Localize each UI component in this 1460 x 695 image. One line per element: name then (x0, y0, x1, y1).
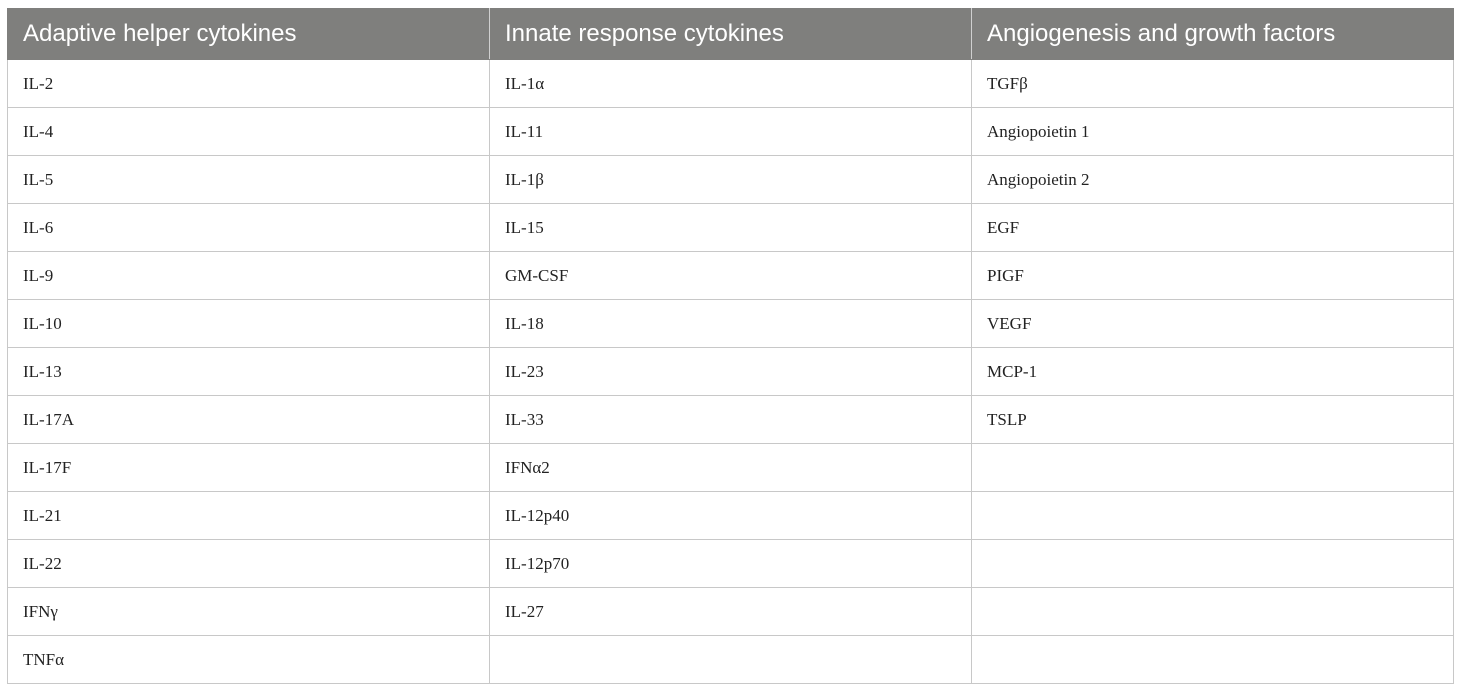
table-row: IL-17F IFNα2 (7, 443, 1454, 492)
column-header-innate: Innate response cytokines (489, 8, 972, 60)
table-row: IL-6 IL-15 EGF (7, 203, 1454, 252)
table-cell: TGFβ (971, 59, 1454, 108)
column-header-angiogenesis: Angiogenesis and growth factors (971, 8, 1454, 60)
table-row: TNFα (7, 635, 1454, 684)
column-header-adaptive: Adaptive helper cytokines (7, 8, 490, 60)
table-cell: IL-21 (7, 491, 490, 540)
table-cell: IL-1β (489, 155, 972, 204)
table-cell: VEGF (971, 299, 1454, 348)
table-cell: IFNγ (7, 587, 490, 636)
table-cell: IL-18 (489, 299, 972, 348)
table-body: IL-2 IL-1α TGFβ IL-4 IL-11 Angiopoietin … (7, 59, 1454, 684)
table-cell: IL-9 (7, 251, 490, 300)
table-cell: IL-6 (7, 203, 490, 252)
table-row: IL-22 IL-12p70 (7, 539, 1454, 588)
table-cell (971, 443, 1454, 492)
table-row: IL-9 GM-CSF PIGF (7, 251, 1454, 300)
table-cell: IL-4 (7, 107, 490, 156)
table-cell: IL-11 (489, 107, 972, 156)
table-row: IL-10 IL-18 VEGF (7, 299, 1454, 348)
table-cell: IL-17A (7, 395, 490, 444)
table-cell: IL-5 (7, 155, 490, 204)
table-cell: IL-2 (7, 59, 490, 108)
table-cell: Angiopoietin 2 (971, 155, 1454, 204)
table-cell: IL-1α (489, 59, 972, 108)
table-cell: PIGF (971, 251, 1454, 300)
table-cell: IL-12p40 (489, 491, 972, 540)
table-cell (489, 635, 972, 684)
table-cell: Angiopoietin 1 (971, 107, 1454, 156)
table-cell: TNFα (7, 635, 490, 684)
table-cell: IL-12p70 (489, 539, 972, 588)
cytokine-table: Adaptive helper cytokines Innate respons… (7, 8, 1454, 684)
table-row: IL-17A IL-33 TSLP (7, 395, 1454, 444)
table-cell: GM-CSF (489, 251, 972, 300)
cytokine-table-container: Adaptive helper cytokines Innate respons… (7, 8, 1454, 684)
table-cell: IL-27 (489, 587, 972, 636)
table-row: IL-13 IL-23 MCP-1 (7, 347, 1454, 396)
table-header: Adaptive helper cytokines Innate respons… (7, 8, 1454, 60)
table-cell: IL-13 (7, 347, 490, 396)
table-cell (971, 635, 1454, 684)
table-cell (971, 539, 1454, 588)
header-row: Adaptive helper cytokines Innate respons… (7, 8, 1454, 60)
table-cell: IL-23 (489, 347, 972, 396)
table-cell: MCP-1 (971, 347, 1454, 396)
table-row: IL-21 IL-12p40 (7, 491, 1454, 540)
table-row: IL-5 IL-1β Angiopoietin 2 (7, 155, 1454, 204)
table-cell: TSLP (971, 395, 1454, 444)
table-row: IL-2 IL-1α TGFβ (7, 59, 1454, 108)
table-cell: IL-22 (7, 539, 490, 588)
table-row: IFNγ IL-27 (7, 587, 1454, 636)
table-cell: IFNα2 (489, 443, 972, 492)
table-cell: EGF (971, 203, 1454, 252)
table-cell: IL-17F (7, 443, 490, 492)
table-cell: IL-10 (7, 299, 490, 348)
table-cell (971, 491, 1454, 540)
table-cell: IL-33 (489, 395, 972, 444)
table-cell (971, 587, 1454, 636)
table-row: IL-4 IL-11 Angiopoietin 1 (7, 107, 1454, 156)
table-cell: IL-15 (489, 203, 972, 252)
